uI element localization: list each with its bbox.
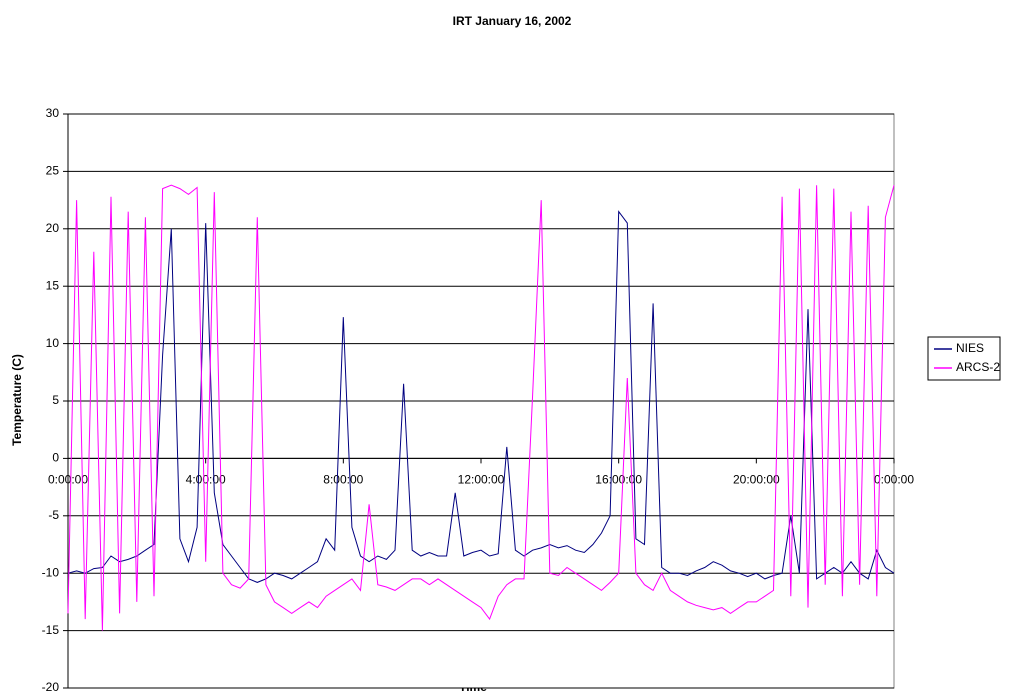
x-tick-label: 20:00:00 [733,473,780,487]
legend-label: NIES [956,341,984,355]
legend [927,336,1001,381]
x-tick-label: 0:00:00 [874,473,914,487]
y-tick-label: -20 [42,680,60,694]
y-tick-label: -10 [42,565,60,579]
x-tick-label: 8:00:00 [323,473,363,487]
y-tick-label: 25 [46,164,60,178]
chart-title: IRT January 16, 2002 [453,14,572,28]
series-line [67,210,895,583]
x-tick-label: 16:00:00 [595,473,642,487]
y-tick-label: 20 [46,221,60,235]
y-tick-label: 0 [52,451,59,465]
y-tick-label: 10 [46,336,60,350]
y-tick-label: -5 [48,508,59,522]
x-tick-label: 4:00:00 [186,473,226,487]
y-tick-label: 30 [46,106,60,120]
y-axis-label: Temperature (C) [10,354,24,446]
legend-label: ARCS-2 [956,360,1000,374]
x-tick-label: 12:00:00 [458,473,505,487]
series-line [67,184,895,631]
y-tick-label: -15 [42,623,60,637]
y-tick-label: 15 [46,278,60,292]
y-tick-label: 5 [52,393,59,407]
